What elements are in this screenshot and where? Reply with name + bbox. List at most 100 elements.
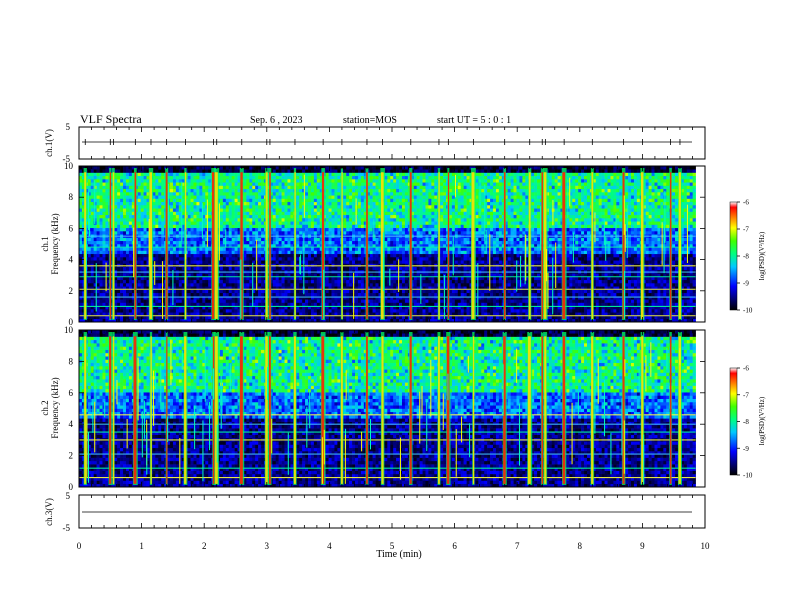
spectrogram-cell-ch1 [199,214,203,219]
spectrogram-cell-ch1 [249,318,253,323]
spectrogram-cell-ch1 [337,211,341,216]
spectrogram-cell-ch1 [90,266,94,271]
spectrogram-cell-ch1 [234,247,238,251]
spectrogram-cell-ch1 [161,205,165,209]
spectrogram-cell-ch1 [278,289,282,294]
spectrogram-cell-ch1 [193,192,197,196]
spectrogram-cell-ch1 [287,276,291,281]
spectrogram-cell-ch1 [114,283,118,287]
spectrogram-cell-ch1 [196,240,200,245]
spectrogram-cell-ch1 [266,179,271,183]
spectrogram-cell-ch1 [363,175,368,180]
spectrogram-cell-ch1 [222,192,227,196]
spectrogram-cell-ch1 [187,224,191,229]
spectrogram-cell-ch1 [278,208,282,212]
spectrogram-cell-ch1 [275,309,279,313]
spectrogram-cell-ch1 [125,237,130,242]
spectrogram-cell-ch1 [284,286,288,290]
spectrogram-cell-ch1 [316,198,321,203]
spectrogram-cell-ch1 [310,312,315,316]
spectrogram-cell-ch1 [313,182,318,186]
spectrogram-cell-ch1 [199,266,203,271]
spectrogram-cell-ch1 [175,253,180,258]
spectrogram-cell-ch1 [249,305,253,310]
spectrogram-cell-ch1 [357,218,362,222]
spectrogram-cell-ch1 [261,312,265,316]
spectrogram-cell-ch1 [178,185,183,190]
spectrogram-cell-ch1 [325,315,329,320]
spectrogram-cell-ch1 [170,175,174,180]
spectrogram-cell-ch1 [246,279,250,284]
spectrogram-cell-ch1 [281,318,285,323]
spectrogram-cell-ch1 [266,214,271,219]
spectrogram-cell-ch1 [258,305,262,310]
spectrogram-cell-ch1 [272,192,277,196]
spectrogram-cell-ch1 [278,318,282,323]
spectrogram-cell-ch1 [117,292,121,297]
spectrogram-cell-ch1 [167,292,171,297]
spectrogram-cell-ch1 [334,166,338,170]
spectrogram-cell-ch1 [205,182,209,186]
spectrogram-cell-ch1 [96,185,100,190]
spectrogram-cell-ch1 [178,192,183,196]
spectrogram-cell-ch1 [199,257,203,261]
spectrogram-cell-ch1 [196,315,200,320]
spectrogram-cell-ch1 [357,309,362,313]
spectrogram-cell-ch1 [275,247,279,251]
spectrogram-cell-ch1 [117,250,121,255]
spectrogram-cell-ch1 [269,218,274,222]
spectrogram-cell-ch1 [316,172,321,177]
spectrogram-cell-ch1 [325,286,329,290]
spectrogram-cell-ch1 [308,166,312,170]
spectrogram-cell-ch1 [99,283,103,287]
spectrogram-cell-ch1 [352,188,356,193]
spectrogram-cell-ch1 [243,218,247,222]
spectrogram-cell-ch1 [284,214,288,219]
spectrogram-cell-ch1 [193,169,197,173]
spectrogram-cell-ch1 [231,289,235,294]
spectrogram-cell-ch1 [287,179,291,183]
spectrogram-cell-ch1 [237,192,241,196]
spectrogram-cell-ch1 [93,182,97,186]
spectrogram-cell-ch1 [284,227,288,232]
spectrogram-cell-ch1 [349,292,353,297]
spectrogram-cell-ch1 [237,198,241,203]
spectrogram-cell-ch1 [378,211,382,216]
spectrogram-cell-ch1 [170,257,174,261]
spectrogram-cell-ch1 [272,312,277,316]
spectrogram-cell-ch1 [170,192,174,196]
spectrogram-cell-ch1 [346,250,350,255]
spectrogram-cell-ch1 [363,273,368,277]
spectrogram-cell-ch1 [108,318,112,323]
spectrogram-cell-ch1 [246,266,250,271]
spectrogram-cell-ch1 [161,175,165,180]
spectrogram-cell-ch1 [190,214,194,219]
spectrogram-cell-ch1 [328,172,332,177]
spectrogram-cell-ch1 [187,305,191,310]
spectrogram-cell-ch1 [313,172,318,177]
spectrogram-cell-ch1 [369,283,373,287]
spectrogram-cell-ch1 [234,312,238,316]
spectrogram-cell-ch1 [234,305,238,310]
spectrogram-cell-ch1 [325,279,329,284]
spectrogram-cell-ch1 [287,279,291,284]
spectrogram-cell-ch1 [87,292,92,297]
spectrogram-cell-ch1 [167,244,171,248]
spectrogram-cell-ch1 [225,218,230,222]
spectrogram-cell-ch1 [193,218,197,222]
spectrogram-cell-ch1 [287,214,291,219]
spectrogram-cell-ch1 [90,175,94,180]
spectrogram-cell-ch1 [140,221,144,225]
spectrogram-cell-ch1 [175,211,180,216]
spectrogram-cell-ch1 [290,309,294,313]
spectrogram-cell-ch1 [231,253,235,258]
spectrogram-cell-ch1 [275,188,279,193]
spectrogram-cell-ch1 [143,273,147,277]
spectrogram-cell-ch1 [114,276,118,281]
spectrogram-cell-ch1 [228,283,232,287]
spectrogram-cell-ch1 [284,276,288,281]
spectrogram-cell-ch1 [219,273,224,277]
spectrogram-cell-ch1 [308,237,312,242]
spectrogram-cell-ch1 [310,175,315,180]
spectrogram-cell-ch1 [316,260,321,264]
